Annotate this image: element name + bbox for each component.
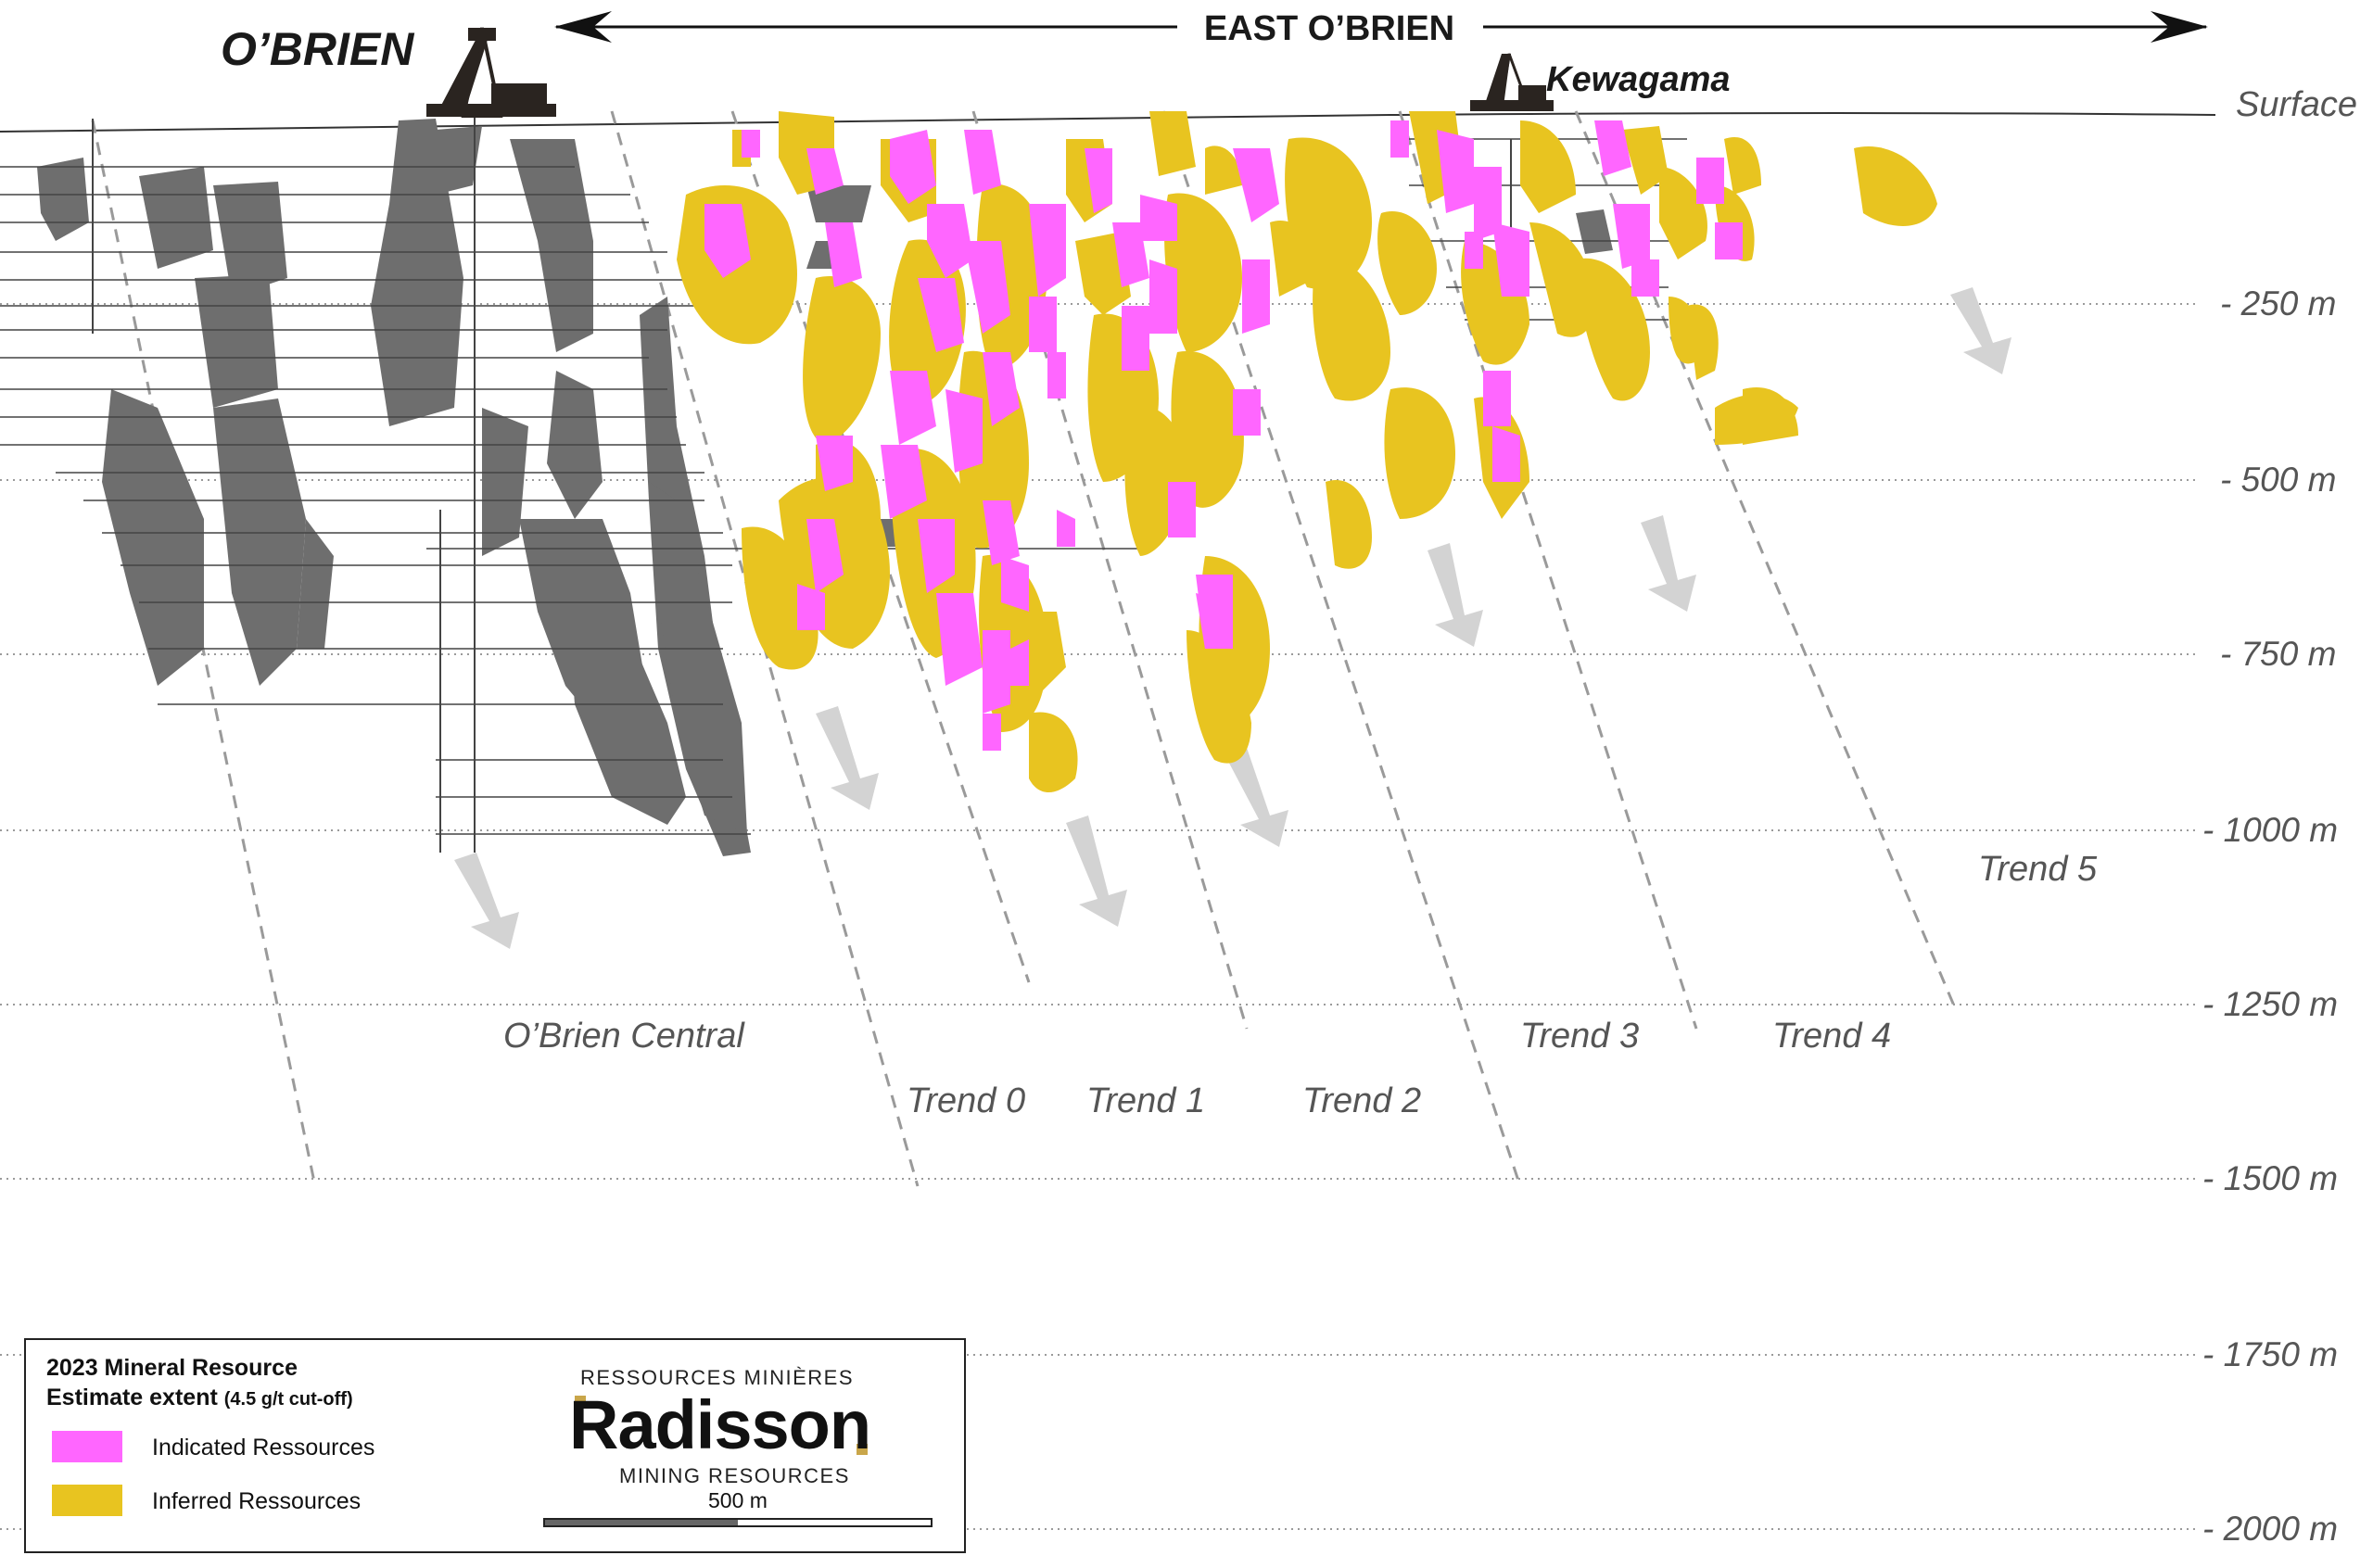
kewagama-headframe [1470,53,1554,111]
depth-labels: - 250 m - 500 m - 750 m - 1000 m - 1250 … [2202,285,2338,1548]
trend-labels: O’Brien Central Trend 0 Trend 1 Trend 2 … [503,850,2098,1120]
legend-title-line1: 2023 Mineral Resource [46,1355,298,1381]
trend-label-5: Trend 5 [1978,850,2098,889]
scale-bar-filled-half [545,1520,738,1525]
brand-bottom-text: MINING RESOURCES [619,1464,850,1487]
legend-cutoff: (4.5 g/t cut-off) [223,1389,353,1410]
radisson-logo: Radisson [569,1386,871,1463]
trend-label-obrien-central: O’Brien Central [503,1017,745,1056]
arrow-left-head [554,11,612,43]
legend-box: 2023 Mineral Resource Estimate extent (4… [24,1338,966,1553]
legend-title: 2023 Mineral Resource Estimate extent (4… [46,1353,353,1414]
depth-label: - 2000 m [2202,1510,2338,1548]
arrow-right-head [2151,11,2208,43]
depth-label: - 750 m [2220,635,2336,673]
trend-label-2: Trend 2 [1302,1081,1421,1120]
logo-gold-square [575,1396,586,1407]
depth-label: - 1000 m [2202,811,2338,849]
east-obrien-title: EAST O’BRIEN [1204,9,1454,48]
trend-label-3: Trend 3 [1520,1017,1639,1056]
indicated-resources [704,120,1743,751]
depth-label: - 1500 m [2202,1159,2338,1197]
surface-label: Surface [2236,85,2357,124]
surface-line [0,112,2216,133]
kewagama-label: Kewagama [1546,60,1731,99]
inferred-legend-label: Inferred Ressources [152,1488,362,1514]
trend-label-0: Trend 0 [907,1081,1025,1120]
brand-top-text: RESSOURCES MINIÈRES [580,1366,854,1389]
scale-bar [543,1518,933,1527]
inferred-swatch [52,1485,122,1516]
underground-workings [37,119,1613,856]
trend-label-1: Trend 1 [1086,1081,1205,1120]
obrien-title: O’BRIEN [221,23,414,75]
obrien-headframe [426,27,556,118]
inferred-resources [677,111,1937,792]
scale-bar-label: 500 m [708,1488,768,1512]
indicated-legend-label: Indicated Ressources [152,1435,375,1461]
depth-label: - 1250 m [2202,985,2338,1023]
legend-title-line2: Estimate extent [46,1385,218,1410]
trend-label-4: Trend 4 [1772,1017,1891,1056]
logo-gold-square [857,1444,868,1455]
depth-gridlines [0,303,2197,1530]
depth-label: - 1750 m [2202,1335,2338,1373]
indicated-swatch [52,1431,122,1462]
plunge-arrows [454,287,2011,949]
depth-label: - 250 m [2220,285,2336,322]
depth-label: - 500 m [2220,461,2336,499]
